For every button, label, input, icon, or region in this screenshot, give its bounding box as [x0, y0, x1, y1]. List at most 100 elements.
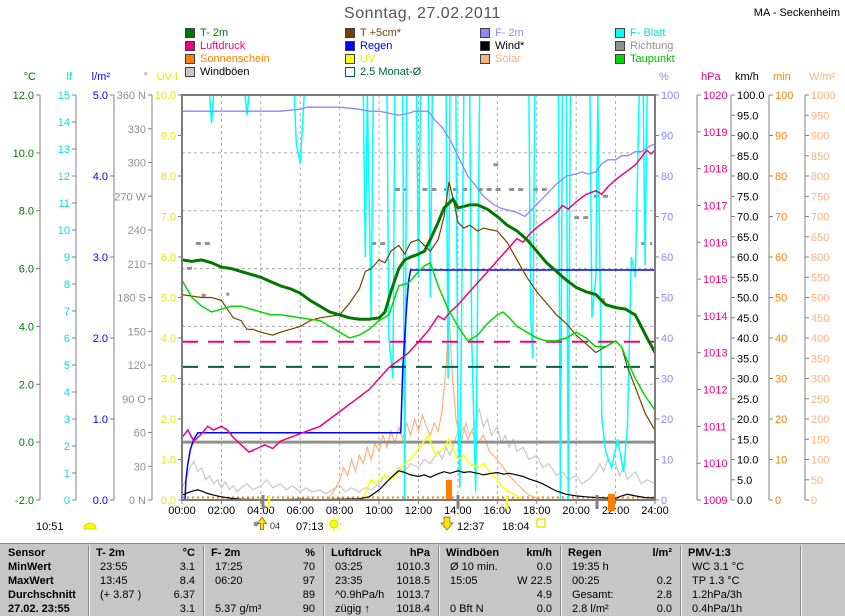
legend-swatch-icon — [345, 54, 355, 64]
table-cell-value: 0.0 — [656, 603, 672, 615]
table-row-label: MaxWert — [8, 575, 54, 587]
axis-tick-label-wm2: 700 — [811, 212, 829, 224]
axis-tick-label-wm2: 0 — [811, 495, 817, 507]
series-regen — [182, 269, 655, 500]
axis-header-deg: ° — [144, 71, 148, 83]
axis-tick-label-minA: 10 — [775, 455, 787, 467]
series-solar — [182, 309, 655, 500]
axis-tick-label-wm2: 1000 — [811, 90, 835, 102]
table-cell-text: zügig ↑ — [335, 603, 370, 615]
series-t-5cm — [182, 181, 655, 431]
x-axis-label: 22:00 — [602, 505, 630, 517]
table-cell-value: 0.0 — [536, 561, 552, 573]
axis-tick-label-deg: 180 S — [117, 293, 146, 305]
table-column-separator — [323, 546, 325, 616]
axis-tick-label-uvi: 2.0 — [161, 414, 176, 426]
table-cell-value: 1018.4 — [396, 603, 430, 615]
table-col-name: Windböen — [446, 547, 500, 559]
table-col-unit: km/h — [526, 547, 552, 559]
table-cell-value: 8.4 — [179, 575, 195, 587]
axis-tick-label-uvi: 1.0 — [161, 455, 176, 467]
legend-label: Regen — [360, 40, 393, 52]
sensor-stats-table: Sensor T- 2m °C F- 2m% Luftdruck hPa Windböen k… — [0, 543, 845, 616]
axis-tick-label-minA: 60 — [775, 252, 787, 264]
table-cell-value: 70 — [302, 561, 315, 573]
axis-tick-label-wm2: 950 — [811, 110, 829, 122]
axis-tick-label-minA: 100 — [775, 90, 793, 102]
table-cell-text: 00:25 — [572, 575, 600, 587]
table-cell-text: 13:45 — [100, 575, 128, 587]
legend-swatch-icon — [480, 41, 490, 51]
axis-tick-label-pct: 40 — [661, 333, 673, 345]
axis-header-wm2: W/m² — [809, 71, 836, 83]
sunset-square-icon — [536, 518, 546, 528]
x-axis-label: 14:00 — [444, 505, 472, 517]
axis-tick-label-hPa: 1009 — [703, 495, 727, 507]
axis-tick-label-degC: 6.0 — [19, 264, 34, 276]
axis-tick-label-wm2: 100 — [811, 455, 829, 467]
axis-tick-label-wm2: 200 — [811, 414, 829, 426]
axis-tick-label-pct: 0 — [661, 495, 667, 507]
legend-label: Luftdruck — [200, 40, 246, 52]
table-cell-text: 0.4hPa/1h — [692, 603, 743, 615]
table-cell-text: 19:35 h — [572, 561, 609, 573]
table-cell-text: 15:05 — [450, 575, 478, 587]
axis-tick-label-lf: 0 — [64, 495, 70, 507]
axis-tick-label-wm2: 250 — [811, 394, 829, 406]
table-cell-value: 6.37 — [173, 589, 195, 601]
axis-tick-label-uvi: 6.0 — [161, 252, 176, 264]
table-cell-value: 0.0 — [536, 603, 552, 615]
axis-header-lm2: l/m² — [92, 71, 111, 83]
table-col-name: T- 2m — [96, 547, 125, 559]
legend-swatch-icon — [480, 54, 490, 64]
table-cell-value: 1018.5 — [396, 575, 430, 587]
table-cell-text: 2.8 l/m² — [572, 603, 609, 615]
sun-ray — [337, 518, 340, 521]
axis-tick-label-lf: 5 — [64, 360, 70, 372]
axis-tick-label-degC: 10.0 — [13, 148, 34, 160]
series-f-blatt — [182, 95, 655, 500]
page-title: Sonntag, 27.02.2011 — [344, 5, 501, 22]
legend-item-2-5-monat-: 2.5 Monat-Ø — [345, 66, 421, 78]
table-cell-text: WC 3.1 °C — [692, 561, 745, 573]
axis-tick-label-pct: 10 — [661, 455, 673, 467]
axis-tick-label-pct: 50 — [661, 293, 673, 305]
table-row-label: Sensor — [8, 547, 46, 559]
table-column-separator — [680, 546, 682, 616]
table-row: 27.02. 23:55 3.1 5.37 g/m³ 90 zügig ↑ 1018.4 0… — [0, 602, 845, 616]
legend-swatch-icon — [185, 67, 195, 77]
table-col-unit: % — [305, 547, 315, 559]
axis-tick-label-minA: 50 — [775, 293, 787, 305]
axis-tick-label-hPa: 1012 — [703, 385, 727, 397]
axis-tick-label-deg: 300 — [128, 158, 146, 170]
legend-label: UV — [360, 53, 376, 65]
table-cell-value: W 22.5 — [517, 575, 552, 587]
series-taupunkt — [182, 261, 655, 411]
axis-tick-label-kmh: 25.0 — [737, 394, 758, 406]
axis-tick-label-minA: 30 — [775, 374, 787, 386]
legend-item-solar: Solar — [480, 53, 521, 65]
axis-tick-label-lf: 8 — [64, 279, 70, 291]
axis-tick-label-uvi: 4.0 — [161, 333, 176, 345]
station-name: MA - Seckenheim — [753, 7, 840, 19]
legend-swatch-icon — [185, 41, 195, 51]
legend-item-windb-en: Windböen — [185, 66, 250, 78]
axis-tick-label-deg: 360 N — [117, 90, 146, 102]
axis-tick-label-pct: 30 — [661, 374, 673, 386]
axis-tick-label-kmh: 50.0 — [737, 293, 758, 305]
axis-tick-label-lf: 12 — [58, 171, 70, 183]
axis-tick-label-lf: 3 — [64, 414, 70, 426]
axis-tick-label-minA: 0 — [775, 495, 781, 507]
table-cell-text: 17:25 — [215, 561, 243, 573]
axis-tick-label-deg: 270 W — [114, 191, 146, 203]
axis-tick-label-hPa: 1017 — [703, 201, 727, 213]
table-cell-text: 23:35 — [335, 575, 363, 587]
axis-tick-label-uvi: 10.0 — [155, 90, 176, 102]
x-axis-label: 18:00 — [523, 505, 551, 517]
chart-legend: T- 2m T +5cm* F- 2m F- Blatt Luftdruck Regen W… — [0, 0, 845, 84]
legend-item-richtung: Richtung — [615, 40, 673, 52]
table-column-separator — [800, 546, 802, 616]
axis-tick-label-wm2: 850 — [811, 151, 829, 163]
axis-tick-label-pct: 100 — [661, 90, 679, 102]
